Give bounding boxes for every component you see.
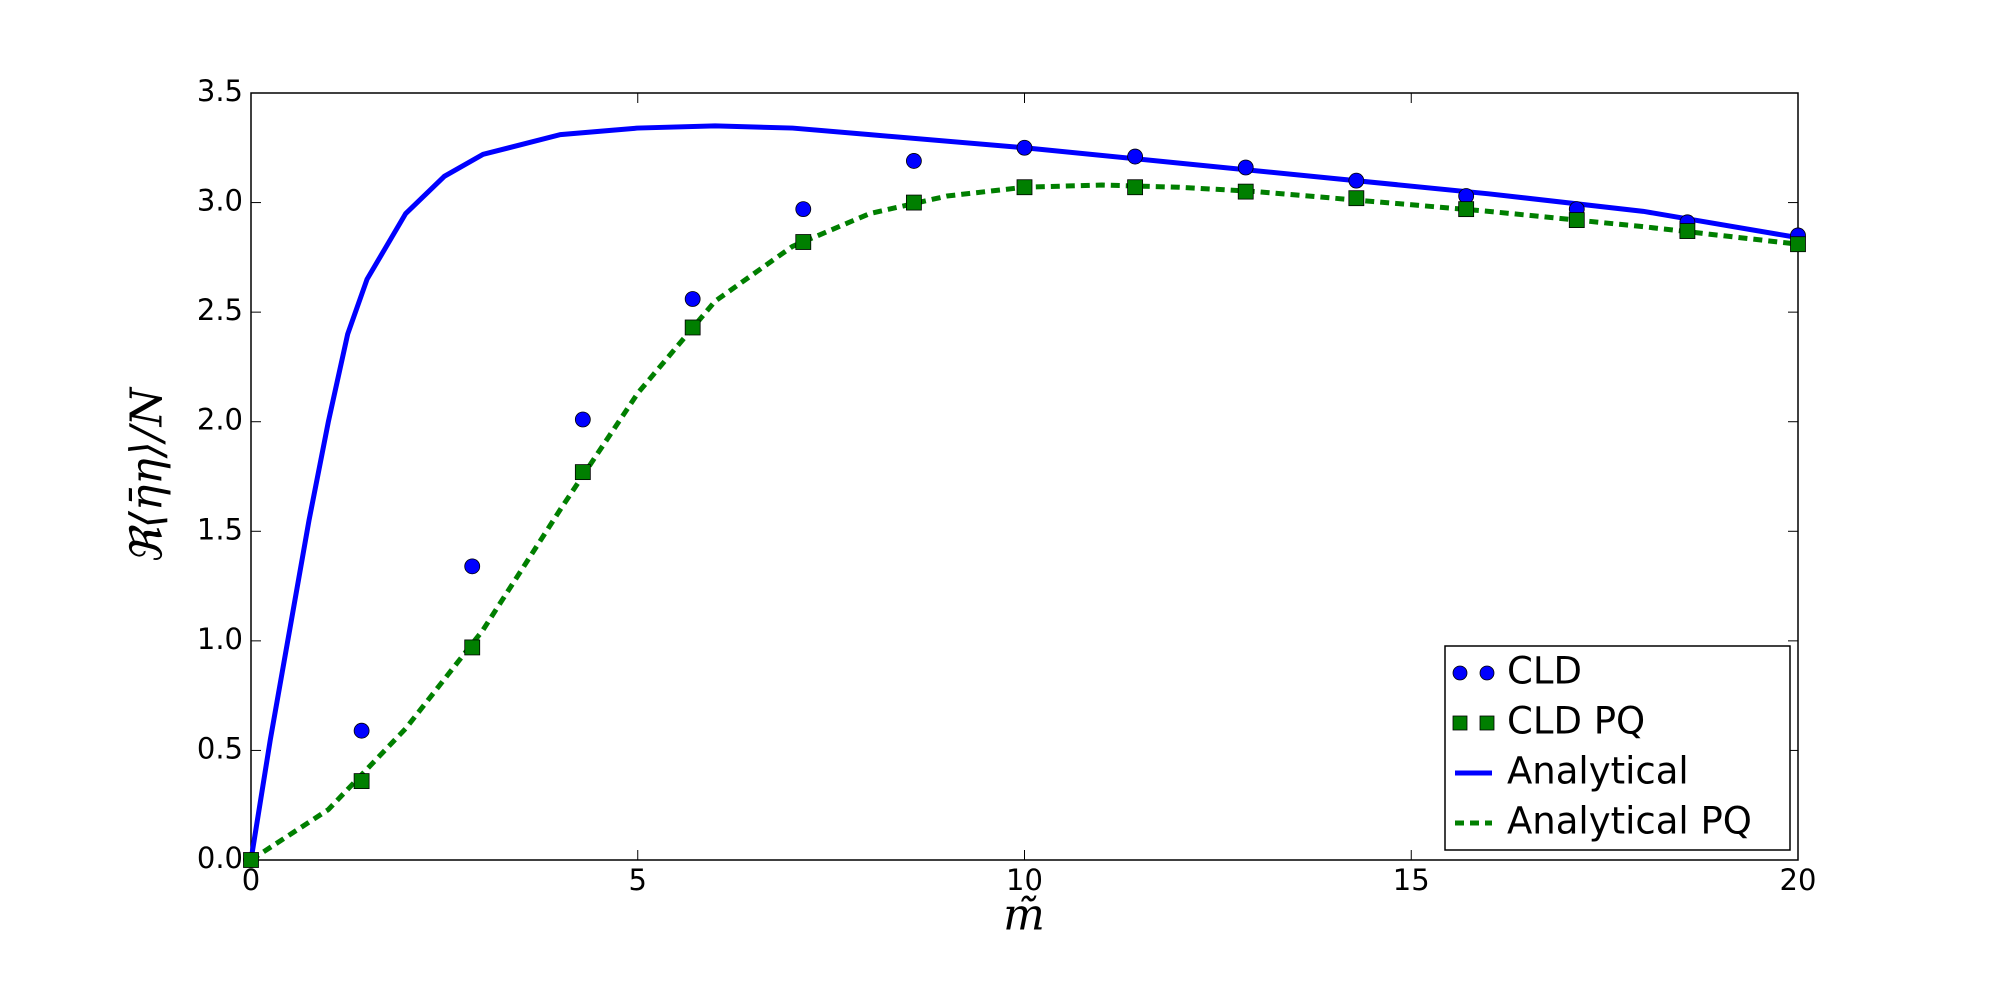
data-point (1237, 183, 1254, 200)
y-axis-label: ℜ⟨η̄η⟩/N (122, 386, 173, 564)
data-line (248, 123, 1799, 861)
data-point (353, 722, 370, 739)
legend-label: CLD (1507, 650, 1582, 693)
data-point (574, 411, 591, 428)
data-point (1458, 201, 1475, 218)
legend-label: CLD PQ (1507, 700, 1645, 743)
data-point (1348, 172, 1365, 189)
data-point (1127, 179, 1144, 196)
legend-marker (1452, 715, 1468, 731)
x-tick-label: 0 (242, 863, 260, 897)
data-point (1679, 223, 1696, 239)
x-tick-label: 10 (1006, 863, 1043, 897)
legend-marker (1452, 665, 1468, 681)
y-tick-label: 3.5 (197, 74, 243, 108)
y-tick-label: 3.0 (197, 184, 243, 218)
data-point (1016, 139, 1033, 156)
y-tick-label: 2.0 (197, 403, 243, 437)
data-point (574, 464, 591, 481)
x-tick-label: 5 (629, 863, 647, 897)
legend-marker (1479, 665, 1495, 681)
data-point (464, 558, 481, 575)
legend-box (1444, 645, 1791, 851)
y-tick-label: 0.5 (197, 731, 243, 765)
legend-label: Analytical (1507, 750, 1689, 793)
data-point (1127, 148, 1144, 165)
data-point (1568, 212, 1585, 229)
data-point (905, 153, 922, 169)
y-tick-label: 1.5 (197, 512, 243, 546)
y-tick-label: 1.0 (197, 622, 243, 656)
data-point (1016, 179, 1033, 196)
data-point (243, 852, 259, 868)
x-axis-label: m̃ (1003, 890, 1045, 941)
x-tick-label: 20 (1780, 863, 1817, 897)
data-point (905, 194, 922, 211)
y-tick-label: 0.0 (197, 841, 243, 875)
data-point (795, 234, 812, 250)
y-tick-label: 2.5 (197, 293, 243, 327)
data-point (795, 201, 812, 218)
data-point (1348, 190, 1365, 207)
data-point (684, 319, 701, 336)
data-point (1237, 159, 1254, 176)
data-point (1790, 236, 1806, 253)
x-tick-label: 15 (1393, 863, 1430, 897)
legend-marker (1479, 715, 1495, 731)
data-point (353, 773, 370, 790)
legend-label: Analytical PQ (1507, 800, 1752, 843)
data-point (464, 639, 481, 656)
data-point (684, 291, 701, 307)
